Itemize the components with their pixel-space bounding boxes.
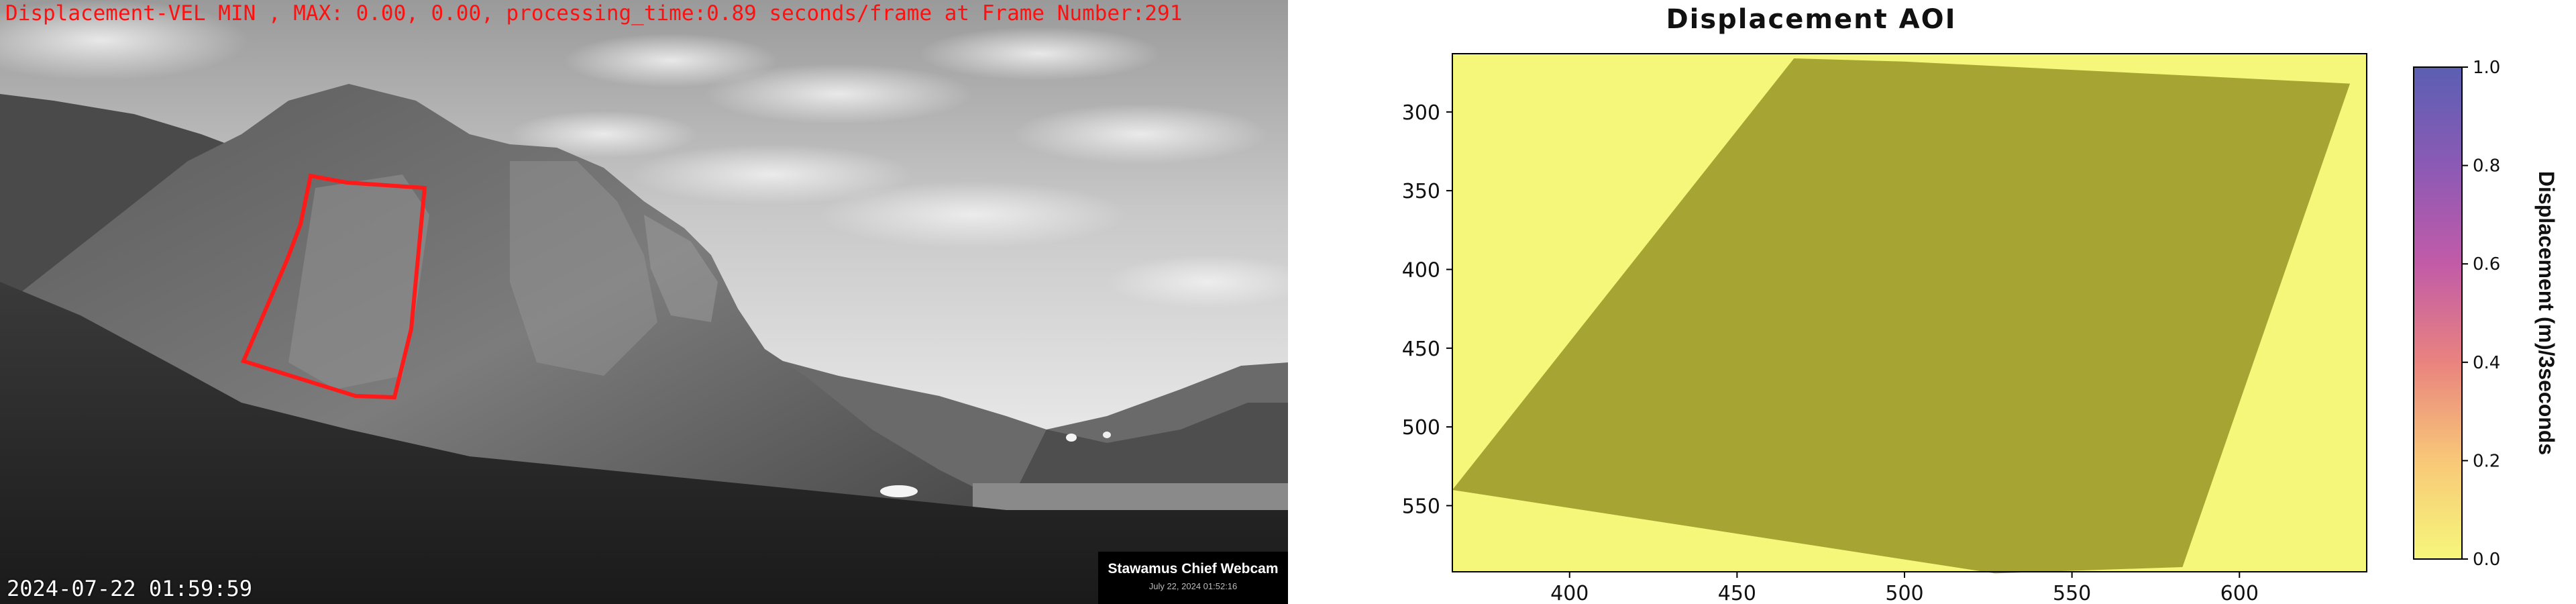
- webcam-image: [0, 0, 1288, 604]
- overlay-status-text: Displacement-VEL MIN , MAX: 0.00, 0.00, …: [5, 1, 1183, 26]
- colorbar-tick-label: 1.0: [2473, 58, 2500, 78]
- colorbar-tick-label: 0.0: [2473, 550, 2500, 570]
- y-tick-label: 550: [1402, 495, 1440, 518]
- colorbar-tick-label: 0.8: [2473, 156, 2500, 177]
- y-tick-label: 450: [1402, 338, 1440, 361]
- x-tick-label: 550: [2053, 582, 2091, 604]
- webcam-badge-title: Stawamus Chief Webcam: [1108, 561, 1279, 576]
- chart-title: Displacement AOI: [1666, 4, 1957, 35]
- aoi-region: [1452, 58, 2351, 574]
- colorbar-gradient: [2413, 66, 2463, 560]
- webcam-frame: Displacement-VEL MIN , MAX: 0.00, 0.00, …: [0, 0, 1288, 604]
- colorbar-tick-label: 0.2: [2473, 451, 2500, 471]
- webcam-timestamp: 2024-07-22 01:59:59: [7, 576, 253, 601]
- y-tick-label: 350: [1402, 180, 1440, 203]
- y-tick-label: 400: [1402, 258, 1440, 282]
- x-tick-label: 450: [1718, 582, 1756, 604]
- x-tick-label: 500: [1885, 582, 1923, 604]
- y-axis: 300 350 400 450 500 550: [1402, 101, 1452, 518]
- plot-frame: [1452, 53, 2367, 572]
- colorbar-tick-label: 0.4: [2473, 353, 2500, 373]
- y-tick-label: 500: [1402, 416, 1440, 440]
- colorbar-tick-label: 0.6: [2473, 254, 2500, 274]
- colorbar-ticks: 0.0 0.2 0.4 0.6 0.8 1.0: [2462, 58, 2500, 570]
- x-axis: 400 450 500 550 600: [1550, 572, 2259, 604]
- x-tick-label: 400: [1550, 582, 1589, 604]
- x-tick-label: 600: [2220, 582, 2259, 604]
- y-tick-label: 300: [1402, 101, 1440, 125]
- webcam-badge: Stawamus Chief Webcam July 22, 2024 01:5…: [1098, 552, 1288, 604]
- webcam-badge-date: July 22, 2024 01:52:16: [1148, 581, 1238, 591]
- plot-area: [1452, 53, 2367, 574]
- colorbar-label: Displacement (m)/3seconds: [2534, 171, 2559, 455]
- roi-outline: [240, 173, 427, 400]
- colorbar: 0.0 0.2 0.4 0.6 0.8 1.0 Displacement (m)/3sec…: [2413, 58, 2559, 570]
